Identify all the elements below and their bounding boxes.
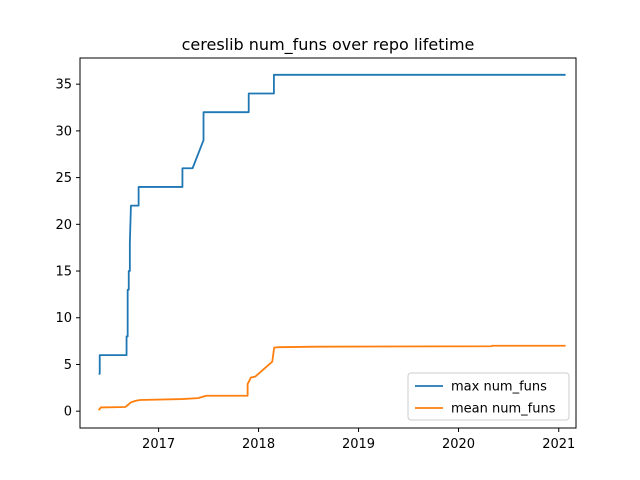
x-tick-label: 2020 [442, 437, 475, 452]
legend-box [407, 372, 570, 421]
plot-frame [79, 57, 577, 429]
x-tick-label: 2017 [142, 437, 175, 452]
chart-title: cereslib num_funs over repo lifetime [182, 35, 475, 55]
y-tick-label: 25 [55, 171, 72, 186]
series-line-max [98, 73, 566, 375]
x-tick-label: 2019 [342, 437, 375, 452]
legend-label-mean: mean num_funs [451, 402, 556, 417]
plot-area [79, 57, 577, 429]
x-tick-label: 2018 [242, 437, 275, 452]
legend: max num_funs mean num_funs [407, 372, 570, 421]
y-tick-label: 35 [55, 78, 72, 93]
y-tick-label: 20 [55, 218, 72, 233]
y-tick-label: 0 [64, 405, 72, 420]
y-tick-label: 30 [55, 124, 72, 139]
y-tick-label: 15 [55, 265, 72, 280]
x-axis: 2017 2018 2019 2020 2021 [142, 428, 575, 452]
y-tick-label: 5 [64, 358, 72, 373]
series-line-mean [97, 344, 566, 411]
series-layer [97, 73, 566, 411]
y-axis: 0 5 10 15 20 25 30 35 [55, 78, 80, 420]
y-tick-label: 10 [55, 311, 72, 326]
x-tick-label: 2021 [542, 437, 575, 452]
legend-label-max: max num_funs [451, 380, 547, 395]
